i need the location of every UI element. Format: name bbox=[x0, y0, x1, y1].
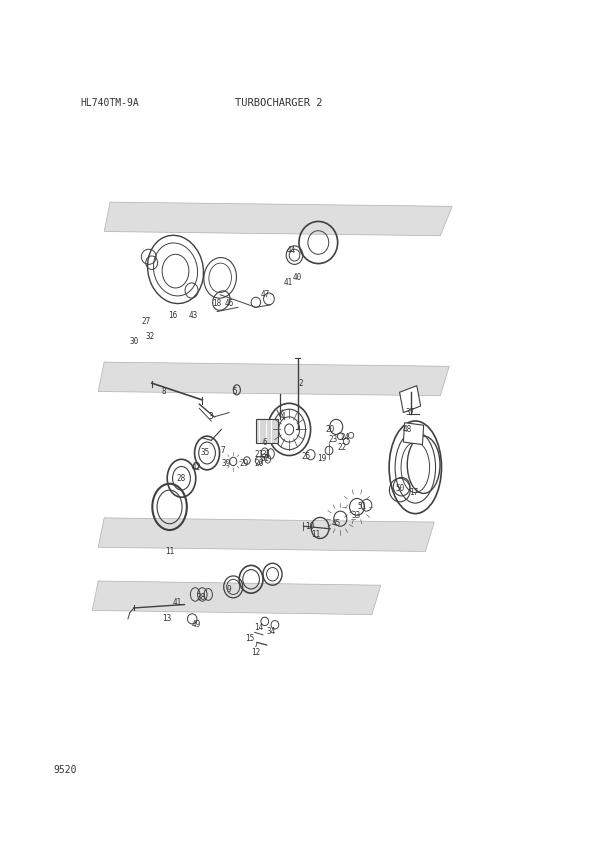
Text: HL740TM-9A: HL740TM-9A bbox=[80, 98, 139, 108]
Text: 31: 31 bbox=[262, 450, 271, 459]
Text: 40: 40 bbox=[293, 274, 302, 282]
Text: 51: 51 bbox=[357, 503, 367, 511]
Text: 45: 45 bbox=[331, 520, 341, 528]
Text: 16: 16 bbox=[168, 312, 177, 320]
Text: 46: 46 bbox=[224, 299, 234, 307]
Text: 52: 52 bbox=[260, 455, 270, 463]
Text: 43: 43 bbox=[189, 312, 198, 320]
Text: 30: 30 bbox=[129, 337, 139, 345]
Text: 28: 28 bbox=[177, 474, 186, 482]
Text: 25: 25 bbox=[302, 452, 311, 461]
Text: 2: 2 bbox=[298, 379, 303, 387]
Text: 15: 15 bbox=[245, 634, 255, 642]
Text: 13: 13 bbox=[162, 615, 171, 623]
Text: 37: 37 bbox=[406, 408, 415, 417]
Text: 49: 49 bbox=[192, 621, 201, 629]
Text: 50: 50 bbox=[395, 484, 405, 493]
Text: 42: 42 bbox=[192, 463, 201, 472]
Text: 10: 10 bbox=[305, 522, 314, 530]
Text: 19: 19 bbox=[317, 455, 326, 463]
Bar bbox=[400, 386, 421, 413]
Text: 7: 7 bbox=[221, 446, 226, 455]
Text: 12: 12 bbox=[251, 648, 261, 657]
Text: 47: 47 bbox=[260, 290, 270, 299]
Polygon shape bbox=[104, 202, 452, 236]
Text: 23: 23 bbox=[328, 435, 338, 444]
Text: 17: 17 bbox=[409, 488, 418, 497]
Text: 22: 22 bbox=[337, 444, 347, 452]
Text: 20: 20 bbox=[325, 425, 335, 434]
Polygon shape bbox=[92, 581, 381, 615]
Text: TURBOCHARGER 2: TURBOCHARGER 2 bbox=[235, 98, 322, 108]
Text: 4: 4 bbox=[280, 413, 285, 421]
Text: 33: 33 bbox=[351, 511, 361, 520]
Text: 21: 21 bbox=[254, 450, 264, 459]
Text: 39: 39 bbox=[221, 459, 231, 467]
Bar bbox=[256, 419, 278, 443]
Text: 41: 41 bbox=[284, 278, 293, 286]
Text: 27: 27 bbox=[141, 317, 151, 326]
Text: 6: 6 bbox=[262, 438, 267, 446]
Text: 5: 5 bbox=[233, 387, 237, 396]
Text: 34: 34 bbox=[266, 627, 275, 636]
Text: 8: 8 bbox=[161, 387, 166, 396]
Text: 3: 3 bbox=[209, 413, 214, 421]
Text: 44: 44 bbox=[287, 247, 296, 255]
Text: 26: 26 bbox=[254, 459, 264, 467]
Text: 29: 29 bbox=[239, 459, 249, 467]
Polygon shape bbox=[98, 518, 434, 552]
Text: 11: 11 bbox=[311, 530, 320, 539]
Polygon shape bbox=[98, 362, 449, 396]
Text: 24: 24 bbox=[340, 434, 350, 442]
Polygon shape bbox=[403, 423, 424, 445]
Text: 18: 18 bbox=[212, 299, 222, 307]
Text: 9520: 9520 bbox=[54, 765, 77, 775]
Text: 48: 48 bbox=[403, 425, 412, 434]
Text: 41: 41 bbox=[173, 598, 182, 606]
Text: 14: 14 bbox=[254, 623, 264, 632]
Text: 11: 11 bbox=[165, 547, 174, 556]
Text: 35: 35 bbox=[201, 449, 210, 457]
Text: 38: 38 bbox=[196, 594, 206, 602]
Text: 32: 32 bbox=[145, 333, 155, 341]
Text: 9: 9 bbox=[227, 585, 231, 594]
